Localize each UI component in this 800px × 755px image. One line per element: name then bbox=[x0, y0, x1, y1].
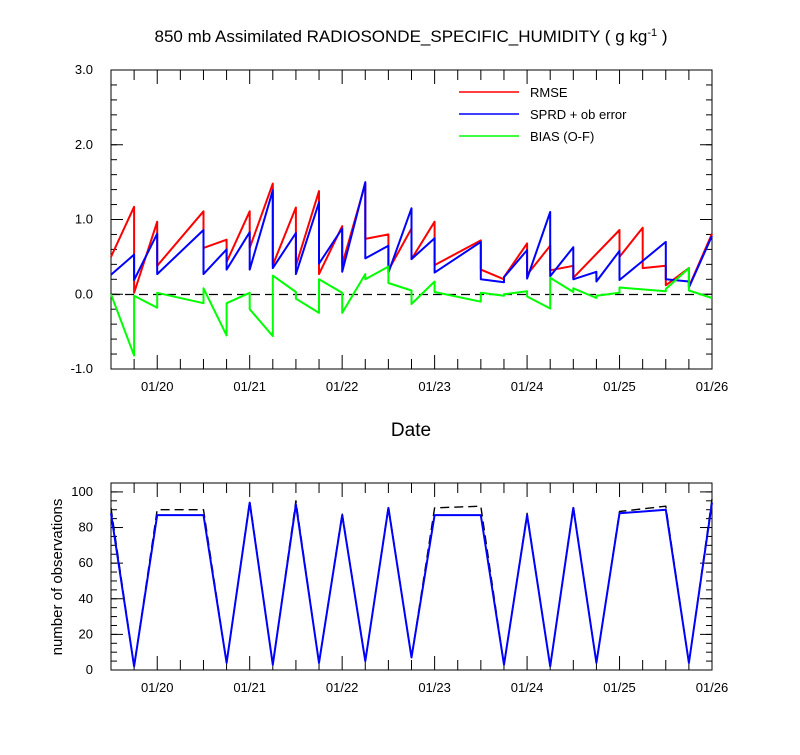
bottom-xtick-label-01-21: 01/21 bbox=[233, 680, 266, 695]
bottom-xtick-label-01-22: 01/22 bbox=[326, 680, 359, 695]
bottom-xtick-label-01-25: 01/25 bbox=[603, 680, 636, 695]
top-xtick-label-01-22: 01/22 bbox=[326, 379, 359, 394]
bottom-ytick-label-20: 20 bbox=[79, 626, 93, 641]
x-axis-label: Date bbox=[391, 420, 431, 441]
top-ytick-label-3-0: 3.0 bbox=[75, 62, 93, 77]
bottom-y-axis: 0 20 40 60 80 100 bbox=[71, 482, 712, 677]
bottom-ytick-label-80: 80 bbox=[79, 520, 93, 535]
legend-label-bias: BIAS (O-F) bbox=[530, 129, 594, 144]
y-axis-label-observations: number of observations bbox=[49, 499, 66, 656]
top-xtick-label-01-23: 01/23 bbox=[418, 379, 451, 394]
rmse-bias-panel: 850 mb Assimilated RADIOSONDE_SPECIFIC_H… bbox=[71, 27, 729, 441]
bottom-xtick-label-01-24: 01/24 bbox=[511, 680, 544, 695]
top-xtick-label-01-26: 01/26 bbox=[696, 379, 729, 394]
top-xtick-label-01-20: 01/20 bbox=[141, 379, 174, 394]
top-ytick-label-1-0: 1.0 bbox=[75, 212, 93, 227]
bottom-ytick-label-40: 40 bbox=[79, 591, 93, 606]
bottom-series-group bbox=[110, 498, 713, 668]
chart-title: 850 mb Assimilated RADIOSONDE_SPECIFIC_H… bbox=[155, 27, 668, 46]
bottom-series-observations-possible bbox=[110, 498, 713, 668]
top-xtick-label-01-24: 01/24 bbox=[511, 379, 544, 394]
top-y-axis: -1.0 0.0 1.0 2.0 3.0 bbox=[71, 62, 712, 376]
top-ytick-label-2-0: 2.0 bbox=[75, 137, 93, 152]
bottom-ytick-label-100: 100 bbox=[71, 484, 93, 499]
bottom-ytick-label-0: 0 bbox=[86, 662, 93, 677]
bottom-x-axis: 01/20 01/21 01/22 01/23 01/24 01/25 01/26 bbox=[110, 483, 729, 695]
chart-legend: RMSE SPRD + ob error BIAS (O-F) bbox=[459, 85, 627, 144]
bottom-xtick-label-01-23: 01/23 bbox=[418, 680, 451, 695]
bottom-ytick-label-60: 60 bbox=[79, 555, 93, 570]
legend-label-sprd: SPRD + ob error bbox=[530, 107, 627, 122]
legend-label-rmse: RMSE bbox=[530, 85, 568, 100]
top-x-axis: 01/20 01/21 01/22 01/23 01/24 01/25 01/26 bbox=[110, 70, 729, 394]
top-xtick-label-01-21: 01/21 bbox=[233, 379, 266, 394]
bottom-xtick-label-01-26: 01/26 bbox=[696, 680, 729, 695]
top-series-sprd-ob-error bbox=[110, 181, 713, 289]
top-xtick-label-01-25: 01/25 bbox=[603, 379, 636, 394]
top-series-bias-o-f bbox=[110, 265, 713, 357]
top-ytick-label-0-0: 0.0 bbox=[75, 286, 93, 301]
top-series-group bbox=[110, 181, 713, 357]
top-ytick-label-1-0: -1.0 bbox=[71, 361, 93, 376]
bottom-xtick-label-01-20: 01/20 bbox=[141, 680, 174, 695]
bottom-series-observations-used bbox=[110, 501, 713, 668]
